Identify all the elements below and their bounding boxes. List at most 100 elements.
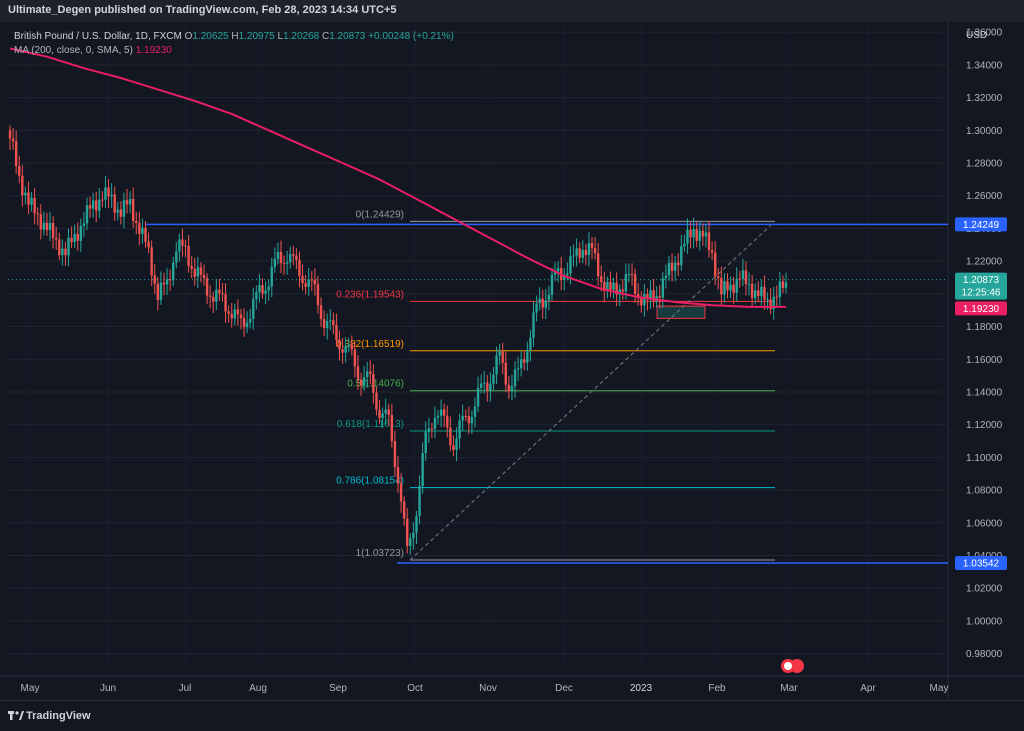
candle-body [738, 278, 742, 280]
candle-body [510, 386, 514, 392]
candle-body [772, 296, 775, 310]
candle-body [273, 258, 277, 268]
candle-body [784, 282, 788, 288]
candle-body [498, 351, 501, 356]
candle-body [615, 282, 618, 295]
time-label: Sep [329, 683, 347, 694]
price-tick: 0.98000 [966, 649, 1003, 660]
candle-body [338, 339, 341, 350]
time-label: Oct [407, 683, 423, 694]
candle-body [436, 415, 440, 418]
candle-body [98, 199, 101, 211]
candle-body [138, 222, 141, 234]
price-tick: 1.10000 [966, 453, 1003, 464]
candle-body [754, 290, 757, 299]
publisher-text: Ultimate_Degen published on TradingView.… [8, 4, 397, 16]
candle-body [332, 320, 335, 325]
candle-body [587, 243, 591, 256]
candle-body [270, 267, 273, 287]
candle-body [516, 368, 520, 370]
candle-body [541, 298, 544, 308]
candle-body [165, 279, 169, 285]
event-flag-icon-2 [790, 659, 804, 673]
candle-body [319, 305, 323, 320]
candle-body [523, 359, 526, 363]
candle-body [673, 262, 677, 271]
candle-body [258, 285, 261, 293]
candle-body [507, 384, 511, 392]
candle-body [760, 286, 763, 297]
candle-body [593, 248, 597, 254]
candle-body [550, 274, 554, 295]
candle-body [455, 438, 458, 450]
candle-body [449, 427, 452, 446]
candle-body [439, 409, 443, 416]
candle-body [64, 248, 67, 256]
ohlc-c: C1.20873 [319, 31, 366, 42]
price-chart[interactable]: 1.36000 1.34000 1.32000 1.30000 1.28000 1.260… [0, 22, 1024, 700]
time-label: Jul [179, 683, 192, 694]
candle-body [267, 286, 270, 291]
candle-body [433, 417, 437, 430]
candle-body [519, 359, 523, 369]
candle-body [757, 290, 760, 297]
candle-body [600, 276, 603, 283]
candle-body [402, 501, 406, 519]
candle-body [101, 199, 104, 201]
candle-body [387, 409, 390, 415]
candle-body [119, 209, 123, 217]
candle-body [88, 205, 92, 209]
candle-body [95, 200, 98, 211]
candle-body [128, 198, 132, 205]
candle-body [670, 262, 674, 271]
candle-body [51, 222, 55, 239]
candle-body [452, 445, 455, 450]
candle-body [464, 415, 467, 417]
ma-badge-bg [955, 301, 1007, 316]
candle-body [624, 274, 628, 292]
candle-body [82, 223, 86, 227]
candle-body [282, 263, 286, 265]
candle-body [61, 248, 64, 256]
candle-body [590, 243, 594, 249]
candle-body [781, 281, 785, 288]
candle-body [504, 362, 507, 385]
candle-body [73, 233, 76, 243]
ohlc-l: L1.20268 [274, 31, 320, 42]
candle-body [242, 318, 246, 328]
candle-body [239, 314, 243, 319]
candle-body [652, 290, 655, 302]
candle-body [569, 256, 572, 274]
candle-body [513, 369, 517, 387]
price-tick: 1.14000 [966, 387, 1003, 398]
candle-body [322, 319, 326, 329]
candle-body [147, 241, 150, 248]
time-label: Nov [479, 683, 497, 694]
ohlc-values: O1.20625 H1.20975 L1.20268 C1.20873 [185, 31, 366, 42]
price-tick: 1.12000 [966, 420, 1003, 431]
candle-body [532, 312, 535, 338]
candle-body [252, 299, 255, 319]
candle-body [30, 197, 33, 205]
candle-body [704, 232, 708, 237]
candle-body [689, 229, 692, 238]
time-label: Mar [780, 683, 798, 694]
candle-body [190, 266, 193, 269]
candle-body [430, 428, 434, 430]
candle-body [212, 296, 215, 302]
time-label: Apr [860, 683, 876, 694]
last-price-badge: 1.20873 [963, 275, 1000, 286]
price-tick: 1.16000 [966, 355, 1003, 366]
candle-body [563, 275, 566, 281]
candle-body [33, 197, 36, 214]
candle-body [295, 255, 298, 260]
candle-body [553, 271, 557, 275]
candle-body [153, 275, 156, 284]
candle-body [769, 299, 772, 310]
candle-body [661, 278, 665, 298]
candle-body [221, 293, 224, 295]
candle-body [193, 268, 196, 277]
candle-body [446, 415, 449, 428]
candle-body [775, 296, 778, 298]
candle-body [495, 355, 498, 375]
